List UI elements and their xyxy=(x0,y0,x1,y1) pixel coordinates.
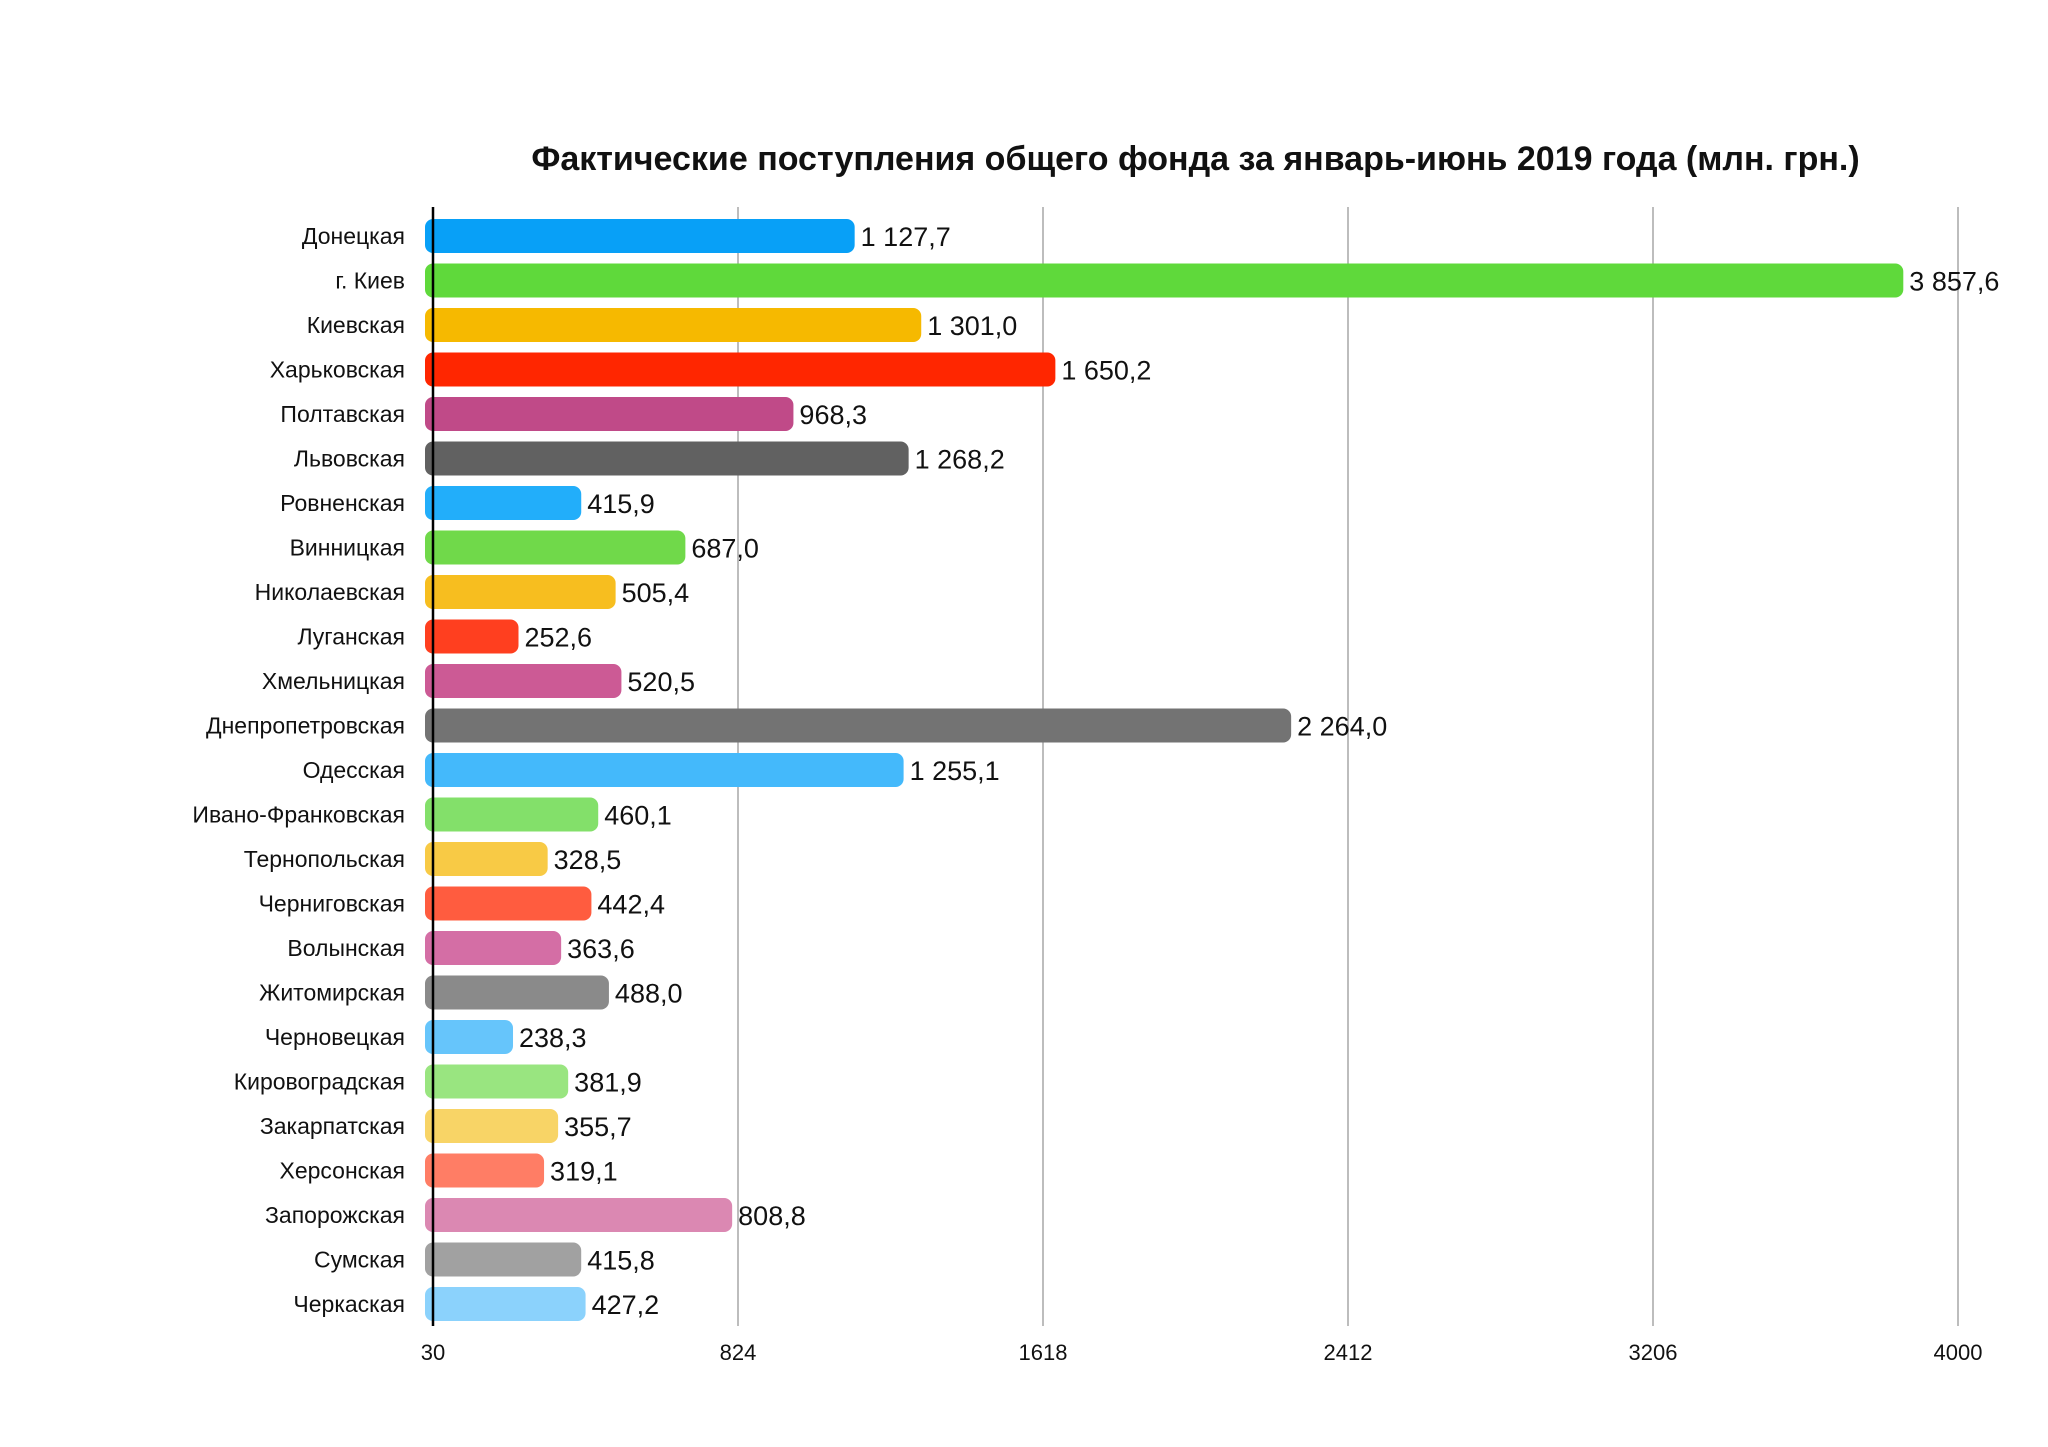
category-label: Черкаская xyxy=(293,1291,405,1317)
category-label: Черновецкая xyxy=(265,1024,405,1050)
x-tick-label: 3206 xyxy=(1629,1340,1678,1365)
bar xyxy=(425,1064,569,1099)
category-label: Ивано-Франковская xyxy=(192,802,405,828)
bar xyxy=(425,708,1292,743)
bar xyxy=(425,842,548,876)
bar xyxy=(425,1153,545,1188)
category-label: Запорожская xyxy=(265,1202,405,1228)
data-label: 505,4 xyxy=(622,578,690,608)
data-label: 2 264,0 xyxy=(1297,712,1387,742)
category-label: Ровненская xyxy=(280,490,405,516)
x-tick-label: 30 xyxy=(421,1340,445,1365)
bar xyxy=(425,219,855,253)
data-label: 968,3 xyxy=(799,400,867,430)
data-label: 355,7 xyxy=(564,1112,632,1142)
data-label: 328,5 xyxy=(554,845,622,875)
bar xyxy=(425,530,686,565)
data-label: 3 857,6 xyxy=(1909,267,1999,297)
data-label: 319,1 xyxy=(550,1157,618,1187)
bar xyxy=(425,931,562,965)
bar xyxy=(425,886,592,921)
bar xyxy=(425,263,1904,298)
category-label: Тернопольская xyxy=(244,846,405,872)
bar xyxy=(425,975,609,1010)
data-label: 520,5 xyxy=(627,667,695,697)
x-tick-label: 824 xyxy=(720,1340,757,1365)
bar xyxy=(425,1242,582,1277)
data-label: 415,8 xyxy=(587,1246,655,1276)
data-label: 252,6 xyxy=(525,623,593,653)
category-label: Черниговская xyxy=(259,891,405,917)
category-label: Днепропетровская xyxy=(206,713,405,739)
x-tick-label: 4000 xyxy=(1934,1340,1983,1365)
data-label: 808,8 xyxy=(738,1201,806,1231)
data-label: 1 255,1 xyxy=(910,756,1000,786)
category-label: Луганская xyxy=(297,624,405,650)
category-label: Николаевская xyxy=(255,579,405,605)
data-label: 1 127,7 xyxy=(861,222,951,252)
category-label: Волынская xyxy=(287,935,405,961)
chart-title: Фактические поступления общего фонда за … xyxy=(531,140,1860,178)
x-tick-label: 1618 xyxy=(1019,1340,1068,1365)
bar xyxy=(425,575,616,609)
category-label: г. Киев xyxy=(335,268,405,294)
bar xyxy=(425,352,1056,387)
data-label: 1 301,0 xyxy=(927,311,1017,341)
category-label: Сумская xyxy=(314,1247,405,1273)
category-label: Одесская xyxy=(303,757,405,783)
bar xyxy=(425,308,922,342)
category-label: Херсонская xyxy=(280,1158,406,1184)
category-label: Кировоградская xyxy=(234,1069,405,1095)
bar xyxy=(425,753,904,787)
bar xyxy=(425,397,794,431)
data-label: 687,0 xyxy=(691,534,759,564)
category-label: Житомирская xyxy=(259,980,405,1006)
data-label: 460,1 xyxy=(604,801,672,831)
data-label: 415,9 xyxy=(587,489,655,519)
category-label: Киевская xyxy=(307,312,405,338)
x-tick-label: 2412 xyxy=(1324,1340,1373,1365)
bar xyxy=(425,664,622,698)
category-label: Хмельницкая xyxy=(262,668,405,694)
category-label: Закарпатская xyxy=(260,1113,405,1139)
category-label: Винницкая xyxy=(290,535,405,561)
bar xyxy=(425,619,519,654)
category-label: Полтавская xyxy=(280,401,405,427)
data-label: 442,4 xyxy=(597,890,665,920)
data-label: 488,0 xyxy=(615,979,683,1009)
data-label: 1 268,2 xyxy=(915,445,1005,475)
bar xyxy=(425,1287,586,1321)
bar xyxy=(425,486,582,520)
data-label: 1 650,2 xyxy=(1061,356,1151,386)
bar xyxy=(425,797,599,832)
category-label: Харьковская xyxy=(270,357,405,383)
bar xyxy=(425,1020,514,1054)
bar xyxy=(425,441,909,476)
bar xyxy=(425,1198,733,1232)
category-label: Львовская xyxy=(294,446,405,472)
data-label: 238,3 xyxy=(519,1023,587,1053)
data-label: 381,9 xyxy=(574,1068,642,1098)
data-label: 363,6 xyxy=(567,934,635,964)
data-label: 427,2 xyxy=(592,1290,660,1320)
bar xyxy=(425,1109,559,1143)
category-label: Донецкая xyxy=(302,223,405,249)
